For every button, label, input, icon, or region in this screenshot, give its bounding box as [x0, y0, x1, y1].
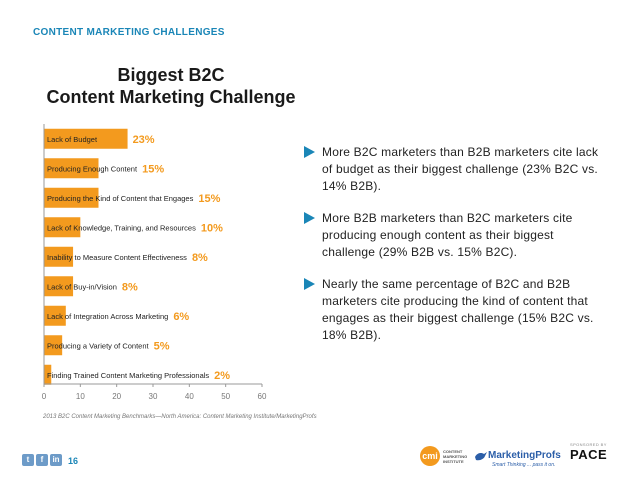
- data-label: 10%: [201, 222, 223, 234]
- linkedin-icon[interactable]: in: [50, 454, 62, 466]
- bullet-list: More B2C marketers than B2B marketers ci…: [304, 144, 604, 359]
- category-label: Producing Enough Content: [47, 164, 138, 173]
- data-label: 23%: [133, 134, 155, 146]
- chart-title: Biggest B2C Content Marketing Challenge: [40, 64, 302, 108]
- data-label: 6%: [173, 311, 189, 323]
- section-title: CONTENT MARKETING CHALLENGES: [33, 27, 225, 38]
- pace-name: PACE: [570, 447, 608, 462]
- bar: [44, 158, 99, 179]
- x-tick-label: 20: [112, 392, 121, 401]
- bullet-item: More B2C marketers than B2B marketers ci…: [304, 144, 604, 195]
- bullet-item: More B2B marketers than B2C marketers ci…: [304, 210, 604, 261]
- bar: [44, 276, 74, 297]
- category-label: Inability to Measure Content Effectivene…: [47, 253, 187, 262]
- pace-logo: SPONSORED BY PACE: [570, 442, 620, 462]
- category-label: Finding Trained Content Marketing Profes…: [47, 371, 209, 380]
- cmi-badge: cmi: [420, 446, 440, 466]
- cmi-words: CONTENT MARKETING INSTITUTE: [443, 448, 468, 464]
- data-label: 2%: [214, 370, 230, 382]
- marketingprofs-name: MarketingProfs: [488, 450, 561, 461]
- data-label: 15%: [198, 193, 220, 205]
- bird-icon: [475, 452, 487, 461]
- social-links: t f in: [22, 454, 62, 466]
- data-label: 8%: [122, 281, 138, 293]
- bar: [44, 364, 52, 385]
- chart-title-line-2: Content Marketing Challenge: [46, 87, 296, 107]
- x-tick-label: 50: [221, 392, 230, 401]
- bar: [44, 305, 66, 326]
- data-label: 15%: [142, 163, 164, 175]
- bar: [44, 335, 63, 356]
- triangle-right-icon: [304, 146, 315, 158]
- pace-sponsor-label: SPONSORED BY: [570, 442, 607, 447]
- x-tick-label: 30: [149, 392, 158, 401]
- category-label: Lack of Budget: [47, 135, 98, 144]
- data-label: 5%: [154, 340, 170, 352]
- bar: [44, 246, 74, 267]
- chart-title-line-1: Biggest B2C: [117, 65, 225, 85]
- triangle-right-icon: [304, 212, 315, 224]
- x-tick-label: 0: [42, 392, 47, 401]
- marketingprofs-tagline: Smart Thinking ... pass it on.: [492, 462, 556, 468]
- cmi-logo: cmi CONTENT MARKETING INSTITUTE: [420, 446, 473, 466]
- bar: [44, 217, 81, 238]
- bullet-text: More B2B marketers than B2C marketers ci…: [322, 211, 573, 259]
- bar: [44, 187, 99, 208]
- x-tick-label: 10: [76, 392, 85, 401]
- data-label: 8%: [192, 252, 208, 264]
- category-label: Producing the Kind of Content that Engag…: [47, 194, 194, 203]
- facebook-icon[interactable]: f: [36, 454, 48, 466]
- triangle-right-icon: [304, 278, 315, 290]
- source-note: 2013 B2C Content Marketing Benchmarks—No…: [43, 414, 317, 420]
- twitter-icon[interactable]: t: [22, 454, 34, 466]
- category-label: Producing a Variety of Content: [47, 341, 150, 350]
- category-label: Lack of Buy-in/Vision: [47, 282, 117, 291]
- bar: [44, 128, 128, 149]
- page-number: 16: [68, 456, 79, 466]
- bullet-item: Nearly the same percentage of B2C and B2…: [304, 276, 604, 344]
- bullet-text: Nearly the same percentage of B2C and B2…: [322, 277, 594, 342]
- category-label: Lack of Knowledge, Training, and Resourc…: [47, 223, 196, 232]
- x-tick-label: 60: [258, 392, 267, 401]
- category-label: Lack of Integration Across Marketing: [47, 312, 168, 321]
- bullet-text: More B2C marketers than B2B marketers ci…: [322, 145, 599, 193]
- x-tick-label: 40: [185, 392, 194, 401]
